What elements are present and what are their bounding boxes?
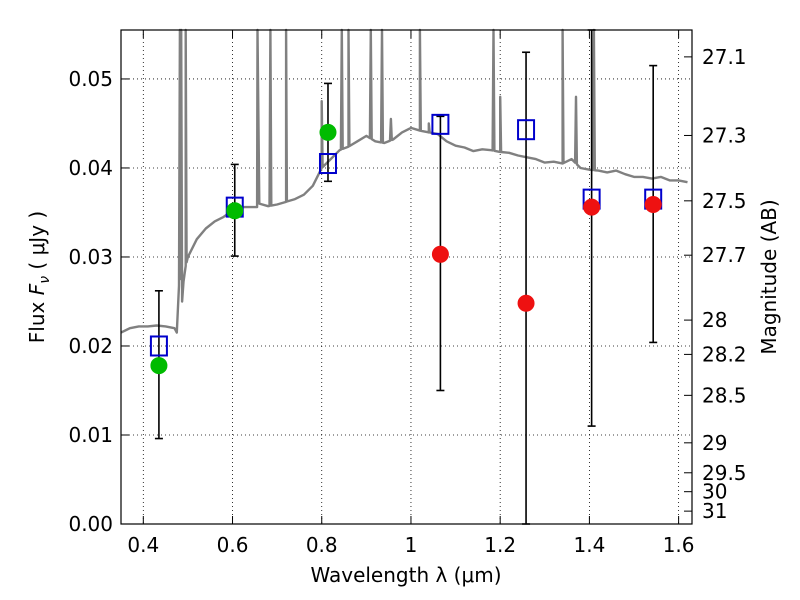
y2-tick-label: 29.5 bbox=[702, 461, 747, 485]
y2-tick-label: 28 bbox=[702, 308, 727, 332]
y2-tick-label: 27.3 bbox=[702, 123, 747, 147]
data-point-circle bbox=[226, 202, 244, 220]
y2-tick-label: 27.1 bbox=[702, 45, 747, 69]
y-axis-label-prefix: Flux bbox=[25, 295, 49, 343]
plot-frame bbox=[120, 29, 693, 525]
y2-tick-label: 30 bbox=[702, 480, 727, 504]
data-point-square bbox=[149, 335, 168, 357]
y2-tick-label: 27.5 bbox=[702, 189, 747, 213]
x-tick-label: 1.2 bbox=[484, 533, 516, 557]
y-tick-label: 0.04 bbox=[68, 156, 113, 180]
y2-axis-label: Magnitude (AB) bbox=[757, 199, 781, 354]
plot-area bbox=[120, 28, 688, 525]
y2-tick-label: 28.5 bbox=[702, 383, 747, 407]
x-tick-label: 1 bbox=[405, 533, 418, 557]
data-point-square bbox=[318, 153, 337, 175]
x-tick-label: 0.6 bbox=[217, 533, 249, 557]
y2-tick-label: 31 bbox=[702, 499, 727, 523]
data-point-circle bbox=[583, 198, 601, 216]
y-axis-label: Flux Fν ( μJy ) bbox=[25, 211, 53, 343]
x-tick-label: 0.8 bbox=[306, 533, 338, 557]
spectrum-line bbox=[120, 28, 688, 334]
grid-lines bbox=[121, 30, 692, 525]
data-point-circle bbox=[517, 294, 535, 312]
x-tick-label: 0.4 bbox=[127, 533, 159, 557]
y-tick-label: 0.05 bbox=[68, 67, 113, 91]
data-point-circle bbox=[150, 357, 168, 375]
y2-tick-label: 28.2 bbox=[702, 342, 747, 366]
axis-ticks: 0.4 0.6 0.8 1 1.2 1.4 1.6 0.00 0.01 0.02 0.03 0.04 0… bbox=[68, 30, 747, 557]
x-axis-label: Wavelength λ (μm) bbox=[310, 563, 501, 587]
data-point-square bbox=[517, 119, 536, 141]
y-axis-label-suffix: ( μJy ) bbox=[25, 211, 49, 276]
y-axis-label-subscript: ν bbox=[37, 276, 53, 284]
data-point-square bbox=[431, 113, 450, 135]
data-point-circle bbox=[644, 195, 662, 213]
x-tick-label: 1.6 bbox=[663, 533, 695, 557]
y2-tick-label: 27.7 bbox=[702, 243, 747, 267]
y-axis-label-symbol: F bbox=[25, 283, 49, 295]
x-tick-label: 1.4 bbox=[573, 533, 605, 557]
data-point-circle bbox=[431, 245, 449, 263]
y-tick-label: 0.03 bbox=[68, 245, 113, 269]
y-tick-label: 0.00 bbox=[68, 512, 113, 536]
y2-tick-label: 29 bbox=[702, 431, 727, 455]
y-tick-label: 0.02 bbox=[68, 334, 113, 358]
y-tick-label: 0.01 bbox=[68, 423, 113, 447]
data-point-circle bbox=[319, 123, 337, 141]
